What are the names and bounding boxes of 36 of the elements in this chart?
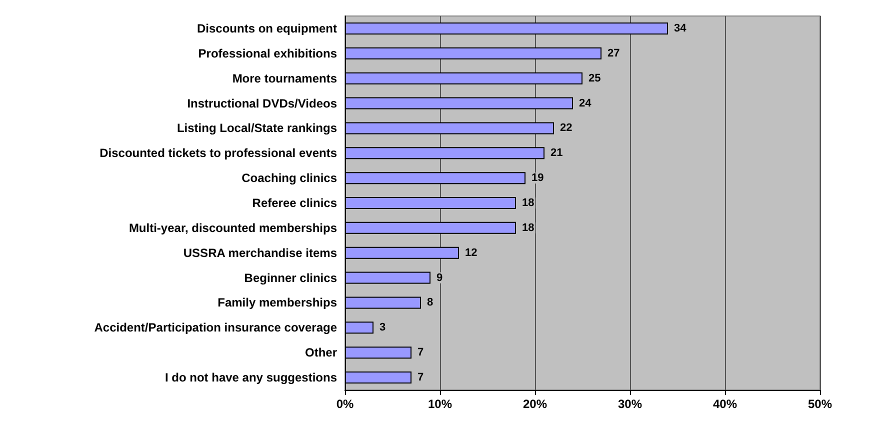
y-tick-label: Discounts on equipment <box>196 21 337 36</box>
y-tick-label: USSRA merchandise items <box>183 246 338 260</box>
y-tick-label: Coaching clinics <box>242 171 338 186</box>
data-label: 21 <box>550 147 563 160</box>
data-label: 19 <box>532 172 544 184</box>
y-tick-label: Discounted tickets to professional events <box>100 146 338 160</box>
y-tick-label: Family memberships <box>218 296 338 310</box>
data-label: 34 <box>674 22 688 34</box>
x-tick-label: 10% <box>428 397 452 411</box>
y-tick-label: Multi-year, discounted memberships <box>128 220 338 235</box>
data-label: 22 <box>560 122 572 134</box>
data-label: 24 <box>579 97 592 110</box>
x-tick-label: 0% <box>336 397 354 411</box>
y-tick-label: I do not have any suggestions <box>164 370 338 385</box>
data-label: 12 <box>465 246 478 259</box>
y-tick-label: Listing Local/State rankings <box>176 121 338 136</box>
data-label: 25 <box>588 72 601 84</box>
x-tick-label: 20% <box>522 397 548 411</box>
y-tick-label: Instructional DVDs/Videos <box>187 96 338 110</box>
data-label: 18 <box>522 197 534 209</box>
x-tick-label: 40% <box>712 397 738 411</box>
y-tick-label: Professional exhibitions <box>198 46 338 60</box>
x-tick-label: 30% <box>618 397 642 411</box>
y-tick-label: Accident/Participation insurance coverage <box>94 320 338 335</box>
data-label: 9 <box>436 272 443 284</box>
y-tick-label: Beginner clinics <box>244 270 338 285</box>
y-tick-label: More tournaments <box>232 71 338 86</box>
y-tick-label: Other <box>304 346 338 360</box>
x-tick-label: 50% <box>808 397 832 411</box>
data-label: 8 <box>427 296 434 309</box>
data-label: 7 <box>418 372 424 384</box>
data-label: 27 <box>608 47 620 60</box>
data-label: 7 <box>418 346 424 359</box>
data-label: 3 <box>380 322 386 334</box>
data-label: 18 <box>522 222 534 234</box>
y-tick-label: Referee clinics <box>252 196 338 210</box>
